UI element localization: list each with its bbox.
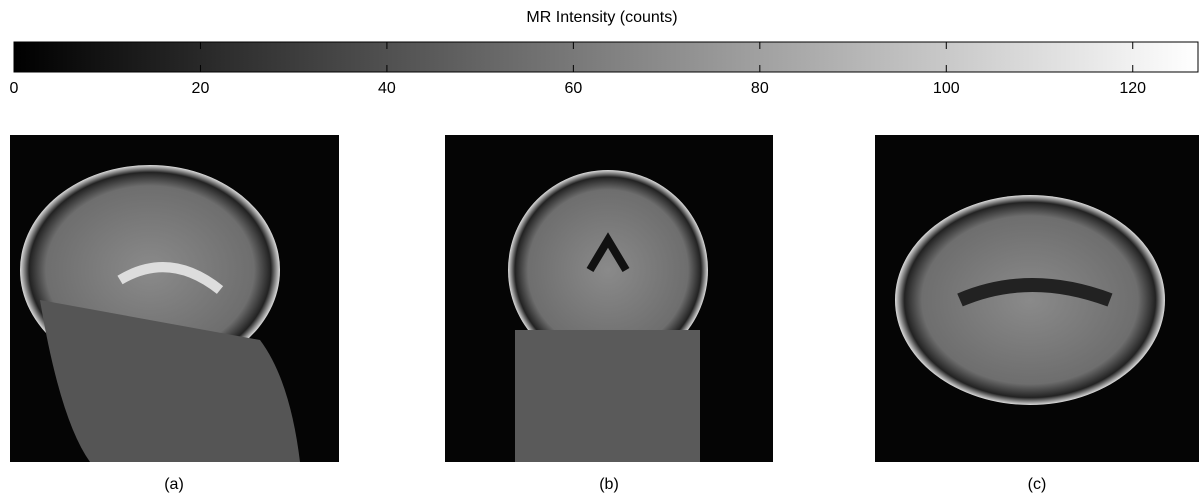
scan-feature	[117, 262, 224, 294]
scan-neck	[40, 300, 300, 462]
panel-c	[875, 135, 1199, 462]
x-tick-label: 60	[564, 80, 582, 97]
scan-neck	[515, 330, 700, 462]
x-tick-label: 20	[192, 80, 210, 97]
x-tick-label: 100	[933, 80, 960, 97]
panel-b	[445, 135, 773, 462]
x-tick-label: 120	[1119, 80, 1146, 97]
x-tick-label: 0	[10, 80, 19, 97]
colorbar	[13, 41, 1199, 73]
panel-label: (a)	[164, 476, 184, 493]
scan-feature	[586, 232, 630, 273]
scan-head	[508, 170, 708, 370]
scan-feature	[957, 278, 1113, 307]
panel-label: (c)	[1028, 476, 1047, 493]
scan-head	[895, 195, 1165, 405]
x-tick-label: 40	[378, 80, 396, 97]
colorbar-title: MR Intensity (counts)	[526, 9, 677, 26]
panel-a	[10, 135, 339, 462]
panel-label: (b)	[599, 476, 619, 493]
x-tick-label: 80	[751, 80, 769, 97]
